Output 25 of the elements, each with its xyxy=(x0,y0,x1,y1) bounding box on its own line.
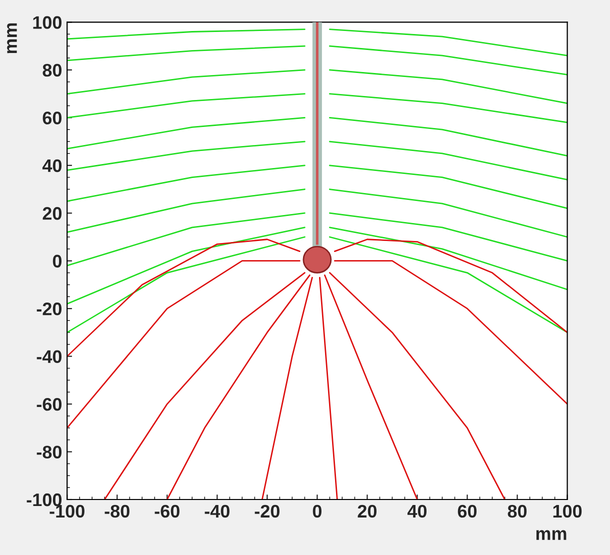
x-tick-label: -80 xyxy=(104,504,130,518)
y-tick-label: 100 xyxy=(33,16,62,29)
y-tick-label: 0 xyxy=(52,254,62,268)
y-tick-label: -80 xyxy=(36,446,62,458)
x-tick-label: 100 xyxy=(553,504,582,518)
y-tick-label: -40 xyxy=(36,350,62,364)
x-tick-label: -60 xyxy=(154,504,180,518)
y-tick-label: 40 xyxy=(42,159,62,172)
y-tick-label: -60 xyxy=(36,398,62,411)
x-tick-label: 20 xyxy=(358,504,377,518)
x-axis-title: mm xyxy=(536,530,566,540)
x-tick-label: 80 xyxy=(508,504,527,518)
y-tick-label: 60 xyxy=(42,112,62,124)
x-tick-label: 0 xyxy=(312,504,322,518)
line-series xyxy=(166,274,310,500)
x-tick-label: 60 xyxy=(458,504,477,518)
x-tick-label: 40 xyxy=(407,504,427,518)
y-axis-title: mm xyxy=(7,23,17,54)
line-series xyxy=(67,238,300,358)
x-tick-label: -40 xyxy=(204,504,230,518)
y-tick-label: 80 xyxy=(42,64,62,77)
x-tick-label: -20 xyxy=(254,504,280,518)
y-tick-label: -100 xyxy=(26,493,62,506)
y-tick-label: 20 xyxy=(42,207,62,220)
y-tick-label: -20 xyxy=(36,302,62,316)
